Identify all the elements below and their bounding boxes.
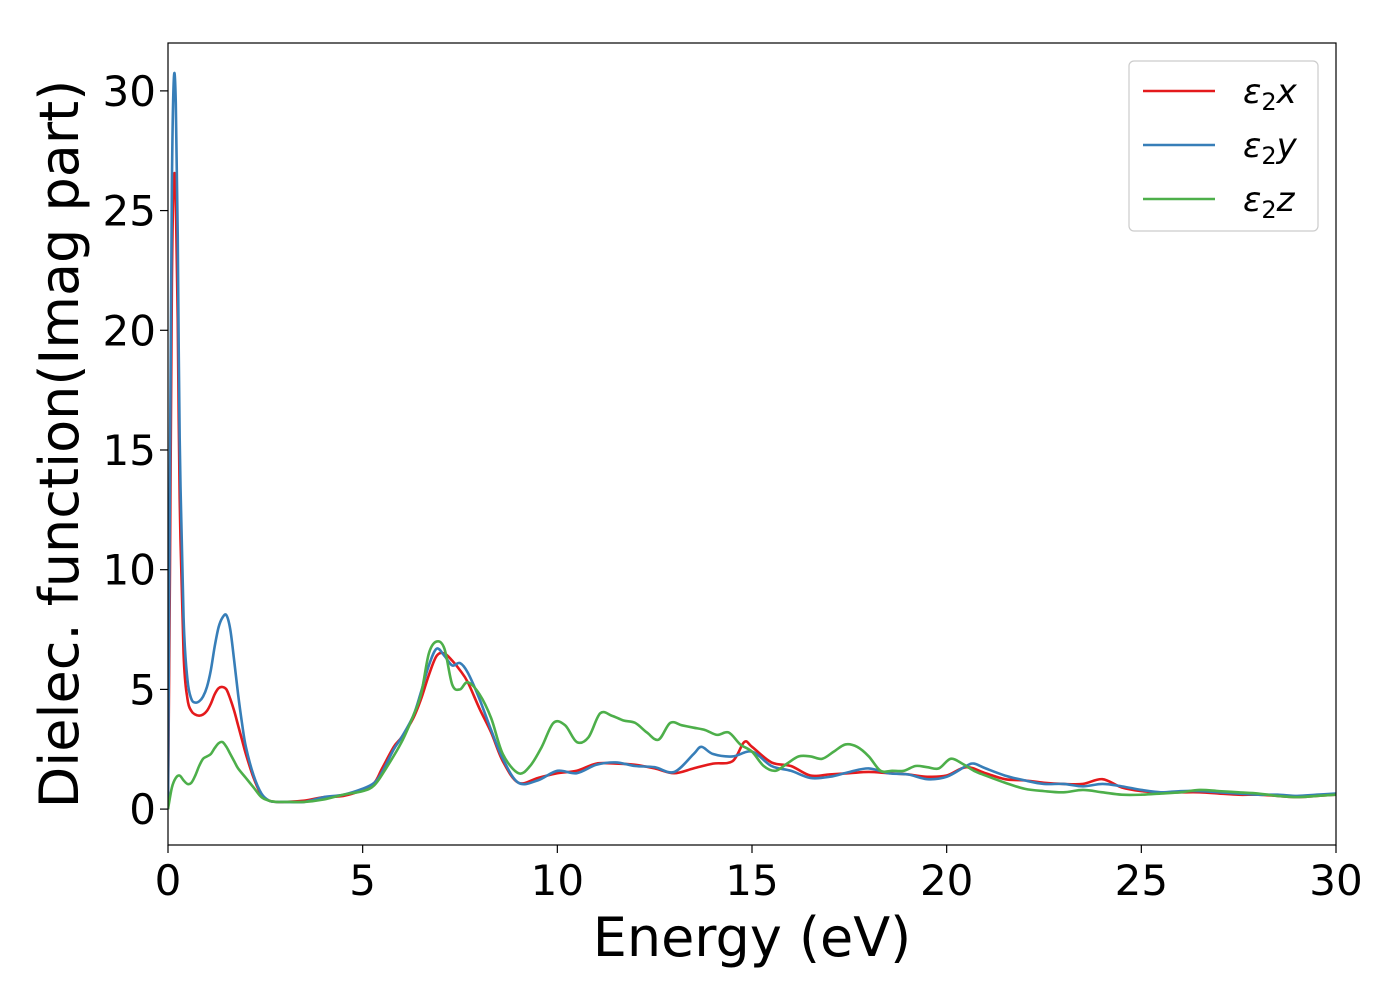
y-tick-label: 15: [103, 426, 156, 475]
legend-label-subscript: 2: [1261, 142, 1276, 170]
x-axis-label: Energy (eV): [593, 906, 912, 969]
legend-label-suffix: z: [1276, 180, 1296, 220]
y-axis-label: Dielec. function(Imag part): [28, 80, 91, 809]
legend-label-suffix: x: [1276, 72, 1298, 112]
legend-label-x: ε2x: [1243, 72, 1298, 116]
legend-label-base: ε: [1243, 126, 1261, 166]
series-line-y: [168, 71, 1336, 810]
x-tick-label: 0: [155, 856, 182, 905]
y-tick-label: 10: [103, 546, 156, 595]
legend-label-subscript: 2: [1261, 88, 1276, 116]
x-tick-label: 15: [725, 856, 778, 905]
axes: 0 5 10 15 20 25 30 0 5 10 15 20 25 30 Energy (eV) Diele…: [28, 42, 1363, 969]
legend-label-z: ε2z: [1243, 180, 1296, 224]
y-tick-label: 5: [129, 665, 156, 714]
plot-area: [168, 71, 1336, 810]
y-tick-label: 0: [129, 785, 156, 834]
series-line-z: [168, 639, 1336, 810]
y-tick-label: 25: [103, 187, 156, 236]
series-lines: [168, 71, 1336, 810]
y-tick-label: 30: [103, 67, 156, 116]
x-tick-label: 5: [349, 856, 376, 905]
legend-box: [1128, 60, 1319, 232]
y-tick-label: 20: [103, 306, 156, 355]
legend-label-suffix: y: [1276, 126, 1298, 166]
x-tick-label: 10: [531, 856, 584, 905]
legend-label-subscript: 2: [1261, 196, 1276, 224]
legend-label-base: ε: [1243, 180, 1261, 220]
x-tick-label: 20: [920, 856, 973, 905]
x-tick-label: 25: [1115, 856, 1168, 905]
x-tick-label: 30: [1309, 856, 1362, 905]
legend-label-base: ε: [1243, 72, 1261, 112]
legend-label-y: ε2y: [1243, 126, 1298, 170]
